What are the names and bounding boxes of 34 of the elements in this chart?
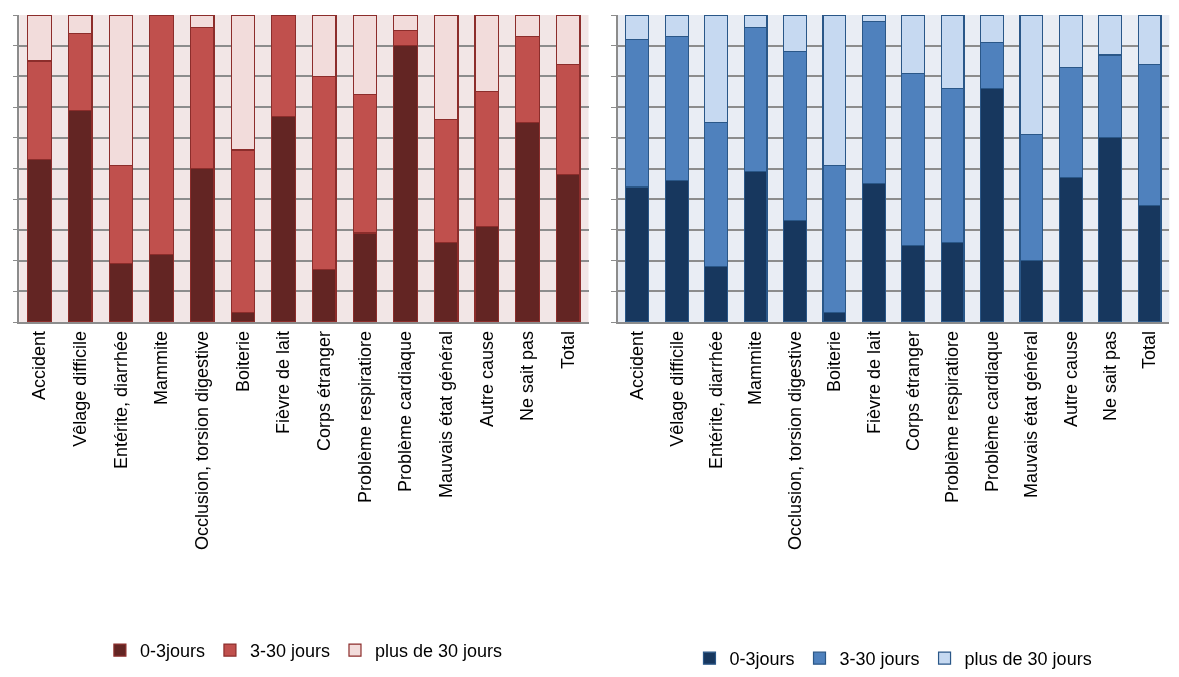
x-tick-label: Accident <box>627 330 648 400</box>
x-tick-label: Occlusion, torsion digestive <box>784 330 805 551</box>
x-tick-label: Fièvre de lait <box>273 330 294 434</box>
x-tick-label: Occlusion, torsion digestive <box>192 330 213 551</box>
legend-label: plus de 30 jours <box>964 649 1092 670</box>
x-tick-label: Problème respiratiore <box>354 330 375 504</box>
x-tick-label: Mauvais état général <box>436 330 457 499</box>
x-tick-label: Problème cardiaque <box>395 330 416 493</box>
x-tick-label: Mammite <box>151 330 172 405</box>
x-tick-label: Vêlage difficile <box>666 330 687 447</box>
legend-label: 3-30 jours <box>249 641 330 662</box>
x-tick-label: Autre cause <box>476 330 497 428</box>
legend-label: plus de 30 jours <box>374 641 503 662</box>
legend-label: 0-3jours <box>729 649 795 670</box>
x-tick-label: Entérite, diarrhée <box>705 330 726 470</box>
x-tick-label: Total <box>558 330 579 369</box>
x-tick-label: Problème cardiaque <box>981 330 1002 493</box>
x-tick-label: Vêlage difficile <box>70 330 91 447</box>
x-tick-label: Corps étranger <box>903 330 924 452</box>
x-tick-label: Boiterie <box>232 330 253 392</box>
x-tick-label: Autre cause <box>1060 330 1081 428</box>
x-tick-label: Boiterie <box>824 330 845 392</box>
x-tick-label: Fièvre de lait <box>863 330 884 434</box>
legend-label: 3-30 jours <box>839 649 920 670</box>
x-tick-label: Total <box>1139 330 1160 369</box>
x-tick-label: Mammite <box>745 330 766 405</box>
x-tick-label: Ne sait pas <box>1100 330 1121 421</box>
x-tick-label: Corps étranger <box>314 330 335 452</box>
x-tick-label: Ne sait pas <box>517 330 538 421</box>
x-tick-label: Mauvais état général <box>1021 330 1042 499</box>
x-tick-label: Entérite, diarrhée <box>110 330 131 470</box>
x-tick-label: Problème respiratiore <box>942 330 963 504</box>
legend-label: 0-3jours <box>139 641 205 662</box>
x-tick-label: Accident <box>29 330 50 400</box>
